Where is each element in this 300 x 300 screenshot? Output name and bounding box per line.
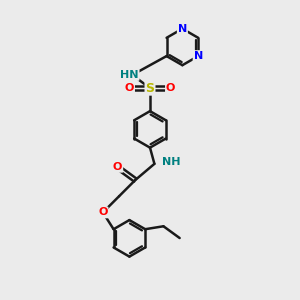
Text: NH: NH: [162, 158, 180, 167]
Text: O: O: [125, 83, 134, 93]
Text: N: N: [178, 24, 187, 34]
Text: S: S: [146, 82, 154, 95]
Text: O: O: [166, 83, 175, 93]
Text: O: O: [98, 207, 108, 218]
Text: HN: HN: [120, 70, 139, 80]
Text: N: N: [194, 51, 203, 61]
Text: O: O: [113, 162, 122, 172]
